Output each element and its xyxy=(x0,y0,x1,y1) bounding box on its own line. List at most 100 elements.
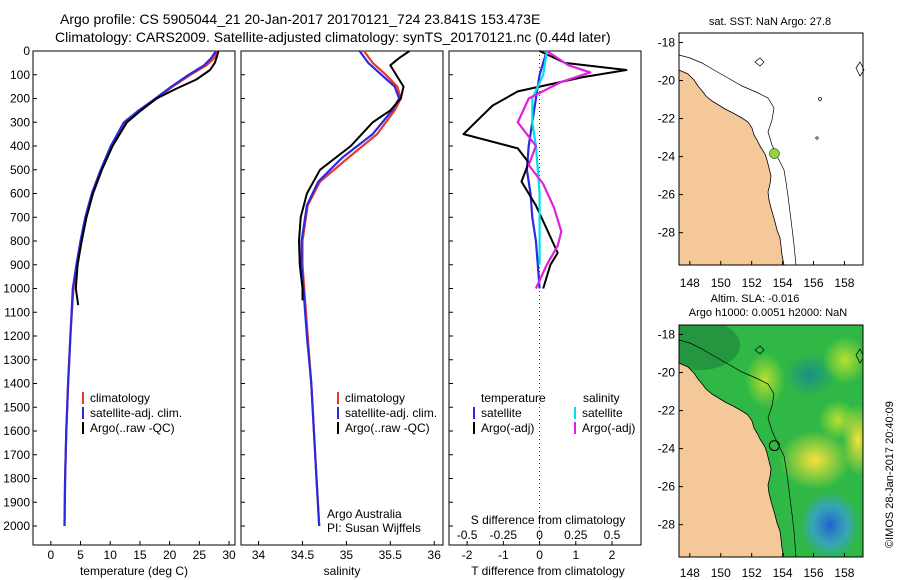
sst-map-title: sat. SST: NaN Argo: 27.8 xyxy=(709,16,831,28)
x-tick-label: 15 xyxy=(133,548,147,562)
lat-tick-label: -28 xyxy=(658,518,676,532)
reef-outline xyxy=(855,348,863,364)
y-tick-label: 1200 xyxy=(3,329,30,343)
temperature-x-axis-label: temperature (deg C) xyxy=(80,564,188,578)
legend-label-t-satellite: satellite xyxy=(481,406,522,420)
bathymetry-contour xyxy=(679,339,797,557)
legend-swatch-t-argo xyxy=(473,422,475,434)
lat-tick-label: -20 xyxy=(658,74,676,88)
lon-tick-label: 148 xyxy=(680,276,700,290)
series-line-satellite-adj-clim- xyxy=(63,50,217,527)
lon-tick-label: 156 xyxy=(804,276,824,290)
salinity-legend: climatology satellite-adj. clim. Argo(..… xyxy=(337,391,437,435)
lat-tick-label: -28 xyxy=(658,226,676,240)
s-difference-axis-label: S difference from climatology xyxy=(471,513,626,527)
lat-tick-label: -18 xyxy=(658,36,676,50)
lon-tick-label: 156 xyxy=(804,566,824,580)
series-line-climatology xyxy=(63,50,219,527)
x-tick-label: -2 xyxy=(462,548,473,562)
legend-swatch-satellite-adj xyxy=(337,407,339,419)
lon-tick-label: 158 xyxy=(834,276,854,290)
map-axis-ticks: -18 -20 -22 -24 -26 -28 148 150 152 154 156 158 -18 -… xyxy=(658,36,855,580)
sst-map-frame xyxy=(678,32,864,266)
sla-anomaly-high xyxy=(823,336,863,384)
legend-label-argo: Argo(..raw -QC) xyxy=(345,421,430,435)
y-tick-label: 900 xyxy=(10,258,30,272)
float-position-marker xyxy=(768,440,780,452)
lat-tick-label: -18 xyxy=(658,328,676,342)
lon-tick-label: 154 xyxy=(773,276,793,290)
sla-anomaly-high xyxy=(745,352,785,408)
y-tick-label: 600 xyxy=(10,187,30,201)
legend-swatch-argo xyxy=(337,422,339,434)
header-title-line1: Argo profile: CS 5905044_21 20-Jan-2017 … xyxy=(60,11,540,27)
lat-tick-label: -24 xyxy=(658,150,676,164)
x-tick-label: -1 xyxy=(498,548,509,562)
sst-map xyxy=(678,32,865,266)
legend-swatch-climatology xyxy=(337,392,339,404)
legend-swatch-climatology xyxy=(82,392,84,404)
salinity-plot: 34 34.5 35 35.5 36 xyxy=(241,50,442,562)
t-difference-x-axis-label: T difference from climatology xyxy=(471,564,625,578)
x-tick-label: 35 xyxy=(340,548,354,562)
x-tick-label: 2 xyxy=(609,548,616,562)
legend-swatch-s-satellite xyxy=(574,407,576,419)
float-position-marker xyxy=(769,148,780,159)
sla-anomaly-low xyxy=(679,325,740,370)
legend-label-argo: Argo(..raw -QC) xyxy=(90,421,175,435)
sla-map xyxy=(679,325,863,557)
lat-tick-label: -22 xyxy=(658,404,676,418)
legend-title-temperature: temperature xyxy=(481,391,546,405)
x-tick-label: 34 xyxy=(252,548,266,562)
legend-swatch-argo xyxy=(82,422,84,434)
credit-line1: Argo Australia xyxy=(327,507,402,521)
lat-tick-label: -24 xyxy=(658,442,676,456)
legend-swatch-t-satellite xyxy=(473,407,475,419)
x-tick-label: 0 xyxy=(47,548,54,562)
sla-anomaly-low xyxy=(800,491,860,557)
x-tick-label: 30 xyxy=(222,548,236,562)
x-tick-label: 34.5 xyxy=(291,548,315,562)
lon-tick-label: 152 xyxy=(742,566,762,580)
lat-tick-label: -22 xyxy=(658,112,676,126)
sla-anomaly-high xyxy=(842,404,863,476)
lon-tick-label: 148 xyxy=(680,566,700,580)
y-tick-label: 100 xyxy=(10,68,30,82)
lon-tick-label: 150 xyxy=(711,566,731,580)
x-tick-label: 0 xyxy=(536,548,543,562)
sla-anomaly-high xyxy=(779,430,851,490)
x-tick-label: 20 xyxy=(163,548,177,562)
series-line-argo-adj- xyxy=(462,50,628,289)
y-tick-label: 1300 xyxy=(3,353,30,367)
legend-swatch-s-argo xyxy=(574,422,576,434)
s-tick-label: 0.25 xyxy=(564,528,588,542)
legend-label-satellite-adj: satellite-adj. clim. xyxy=(90,406,182,420)
lat-tick-label: -26 xyxy=(658,188,676,202)
legend-label-climatology: climatology xyxy=(345,391,405,405)
lat-tick-label: -26 xyxy=(658,480,676,494)
credit-line2: PI: Susan Wijffels xyxy=(327,521,421,535)
s-tick-label: 0 xyxy=(536,528,543,542)
x-tick-label: 36 xyxy=(428,548,442,562)
y-tick-label: 500 xyxy=(10,163,30,177)
y-tick-label: 1500 xyxy=(3,400,30,414)
series-line-argo-raw-qc- xyxy=(74,50,220,306)
coastline-land xyxy=(679,362,785,557)
y-tick-label: 1800 xyxy=(3,472,30,486)
x-tick-label: 25 xyxy=(193,548,207,562)
legend-label-climatology: climatology xyxy=(90,391,150,405)
header-title-line2: Climatology: CARS2009. Satellite-adjuste… xyxy=(55,29,611,45)
x-tick-label: 5 xyxy=(77,548,84,562)
s-tick-label: -0.5 xyxy=(457,528,478,542)
lat-tick-label: -20 xyxy=(658,366,676,380)
legend-swatch-satellite-adj xyxy=(82,407,84,419)
lon-tick-label: 154 xyxy=(773,566,793,580)
temperature-plot: 0100200300400500600700800900100011001200… xyxy=(3,44,236,562)
y-tick-label: 700 xyxy=(10,210,30,224)
reef-outline xyxy=(855,61,865,77)
difference-plot: -2 -1 0 1 2 -0.5 -0.25 0 0.25 0.5 xyxy=(449,50,628,562)
bathymetry-contour xyxy=(678,54,797,266)
sla-map-title-line2: Argo h1000: 0.0051 h2000: NaN xyxy=(689,307,847,319)
temperature-plot-frame xyxy=(32,50,236,546)
reef-outline xyxy=(815,136,819,140)
